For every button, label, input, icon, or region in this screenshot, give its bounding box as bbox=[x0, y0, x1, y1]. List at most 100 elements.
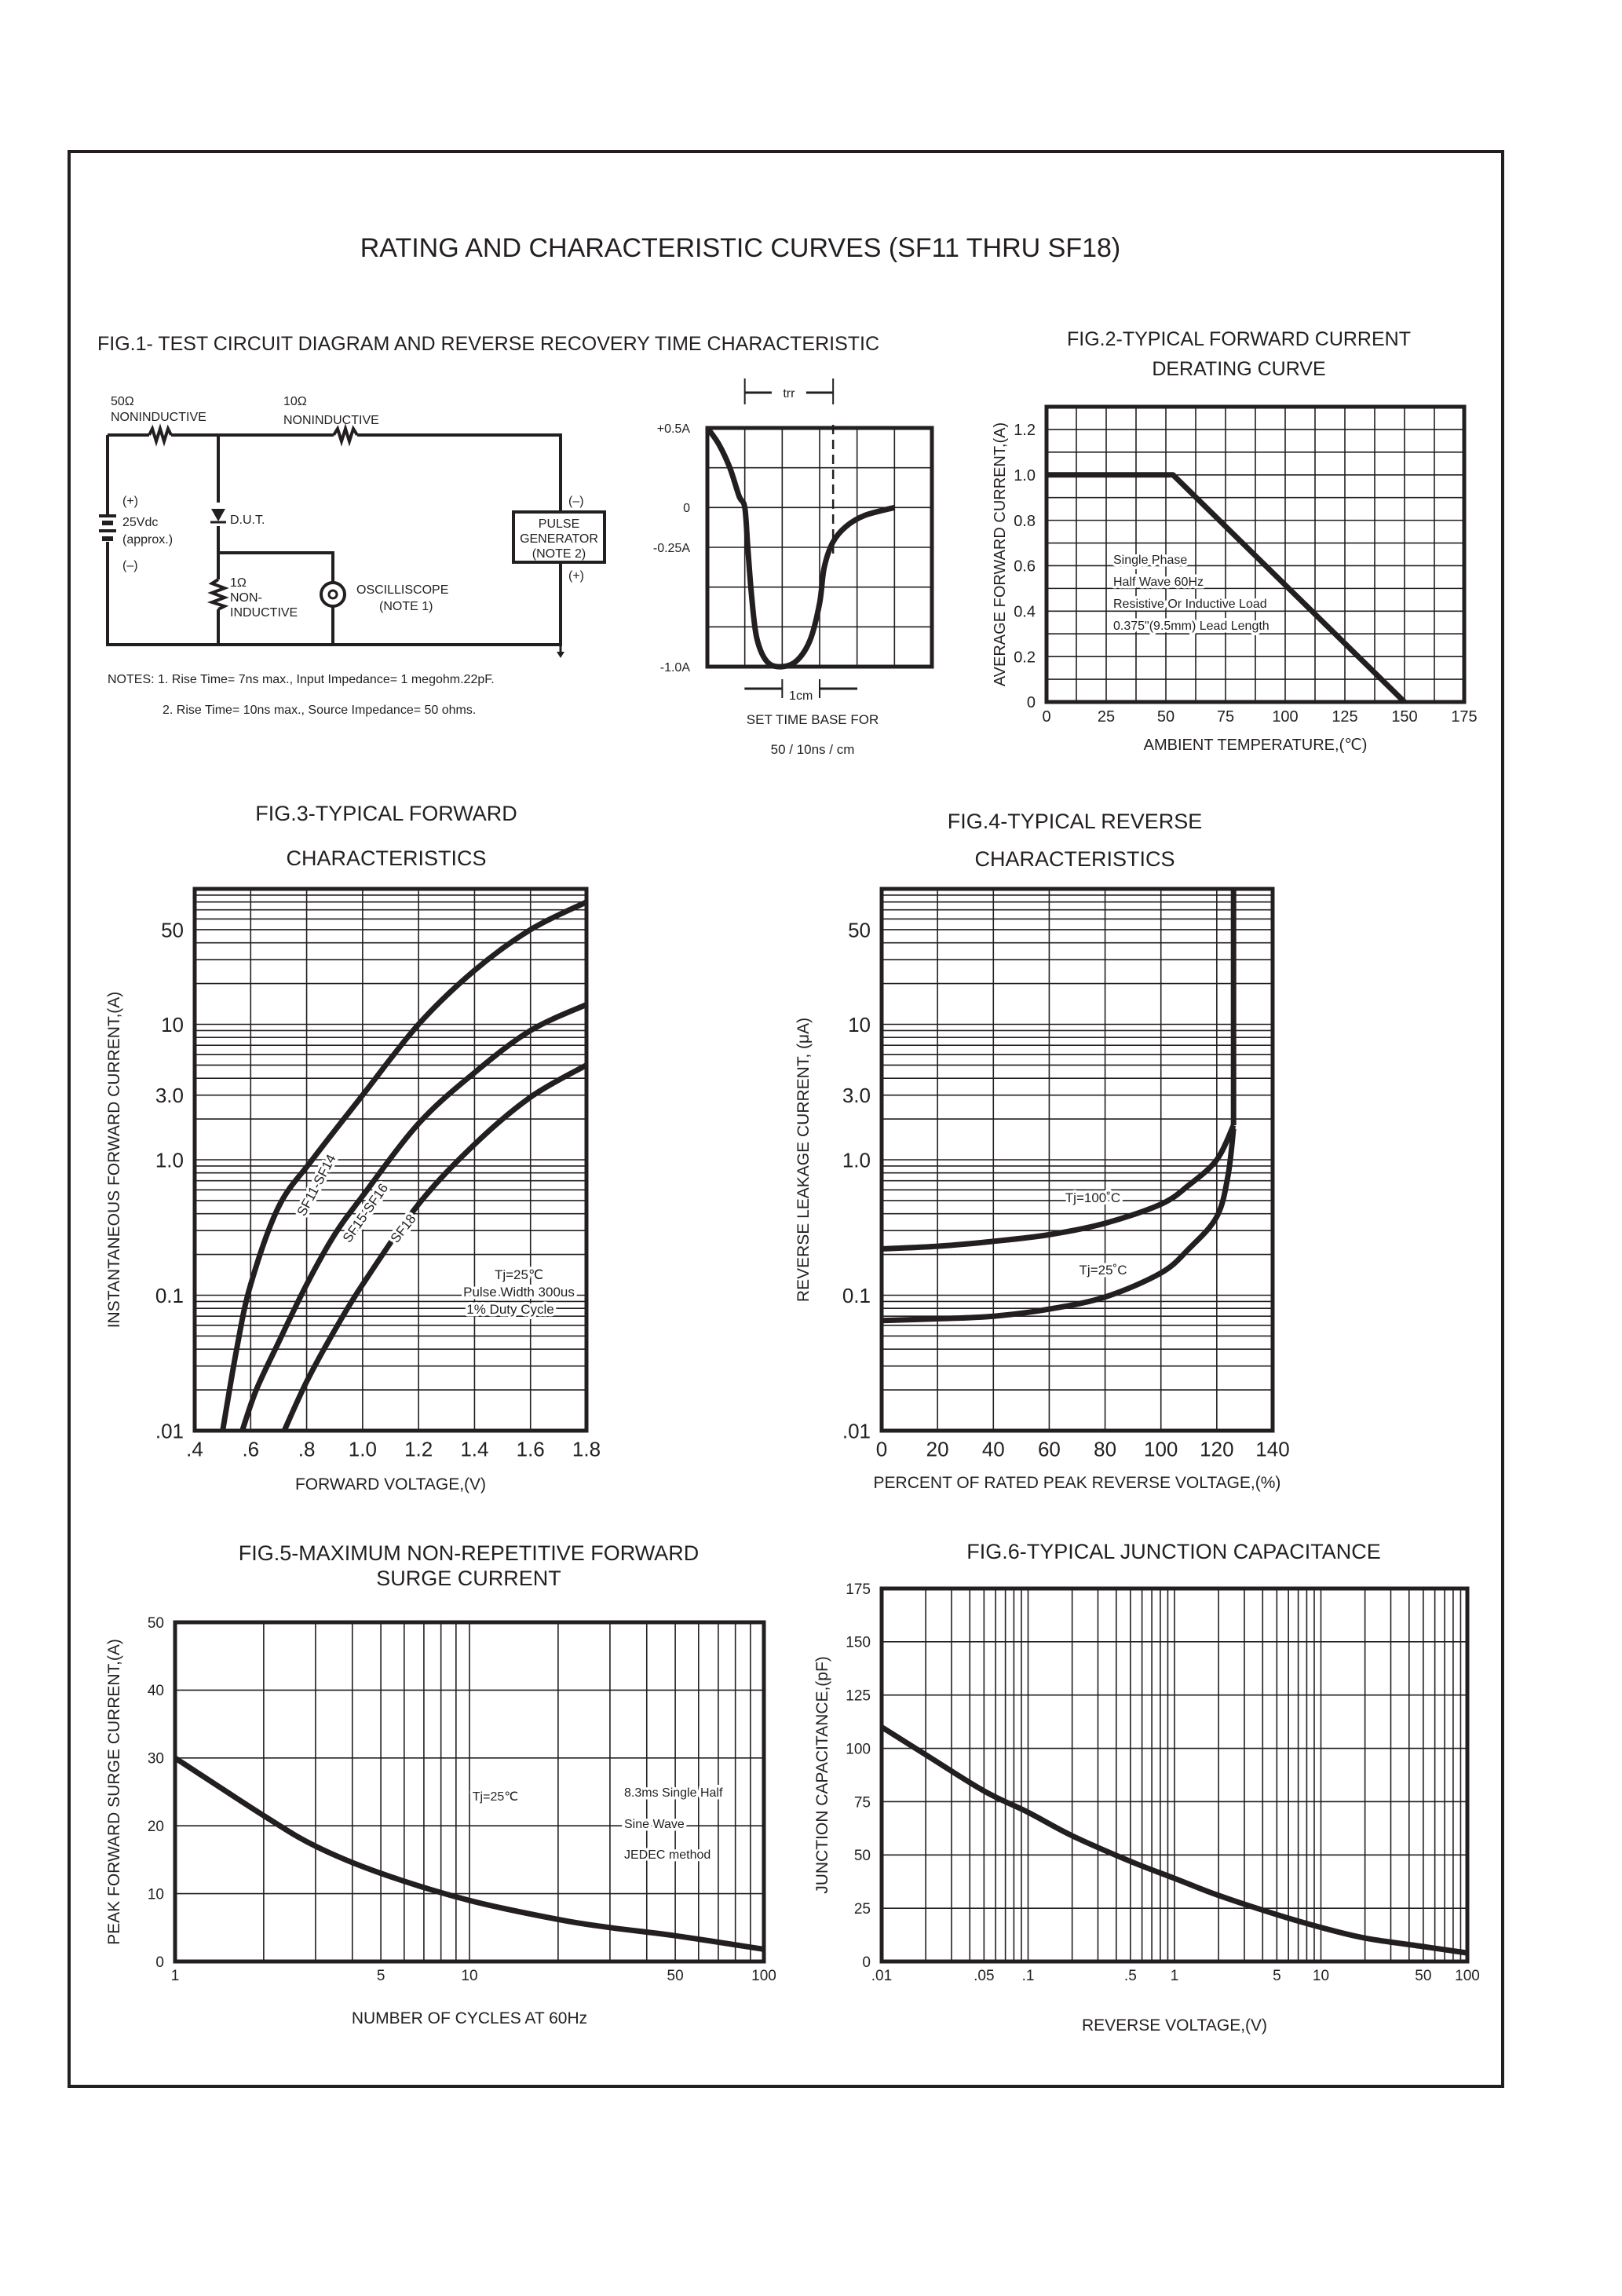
x-tick-label: 100 bbox=[1455, 1968, 1480, 1984]
y-axis-label: AVERAGE FORWARD CURRENT,(A) bbox=[992, 422, 1009, 686]
y-tick-label: 1.0 bbox=[1014, 467, 1036, 484]
y-tick-label: 1.2 bbox=[1014, 422, 1036, 439]
annotation: 1% Duty Cycle bbox=[466, 1302, 553, 1317]
ground-arrow-icon bbox=[557, 645, 564, 658]
x-tick-label: 100 bbox=[1272, 708, 1298, 726]
plot-frame bbox=[192, 887, 589, 1433]
grid bbox=[707, 428, 932, 667]
chart-title: FIG.3-TYPICAL FORWARD bbox=[255, 802, 517, 825]
battery-minus: (–) bbox=[122, 559, 138, 572]
x-tick-label: 1.4 bbox=[460, 1438, 488, 1461]
x-tick-label: 1 bbox=[1171, 1968, 1179, 1984]
x-tick-label: 1.0 bbox=[349, 1438, 377, 1461]
scope-note: (NOTE 1) bbox=[379, 600, 433, 613]
chart-2: 0 25 50 75 100 125 150 175 0 0.2 0.4 0.6 0.8 1.0 1.2 FI… bbox=[992, 328, 1478, 754]
chart-5: 1 5 10 50 100 0 10 20 30 40 50 FIG.5-MAXIMUM NON-RE… bbox=[105, 1541, 776, 2027]
annotation: Resistive Or Inductive Load bbox=[1113, 598, 1267, 611]
fig1-title: FIG.1- TEST CIRCUIT DIAGRAM AND REVERSE … bbox=[97, 333, 879, 355]
y-tick-label: 0 bbox=[862, 1954, 871, 1971]
oscilloscope-connector-icon bbox=[320, 581, 346, 608]
y-tick-label: 150 bbox=[846, 1635, 871, 1651]
y-axis-label: PEAK FORWARD SURGE CURRENT,(A) bbox=[105, 1639, 123, 1945]
x-tick-label: .6 bbox=[242, 1438, 259, 1461]
dut-label: D.U.T. bbox=[230, 514, 265, 527]
plot-frame bbox=[173, 1620, 766, 1964]
x-tick-label: .8 bbox=[298, 1438, 316, 1461]
charts: +0.5A 0 -0.25A -1.0A SET TIME BASE FOR 50 / 1… bbox=[105, 328, 1480, 2035]
test-circuit-diagram: 50Ω NONINDUCTIVE 10Ω NONINDUCTIVE (+) 25… bbox=[99, 395, 606, 717]
x-tick-label: .5 bbox=[1124, 1968, 1137, 1984]
y-tick-label: +0.5A bbox=[657, 422, 691, 436]
y-tick-label: .01 bbox=[155, 1419, 184, 1442]
x-tick-label: 1 bbox=[171, 1968, 180, 1984]
x-tick-label: 5 bbox=[1273, 1968, 1281, 1984]
y-tick-label: 0.2 bbox=[1014, 649, 1036, 666]
annotation: Pulse Width 300us bbox=[463, 1285, 575, 1300]
y-tick-label: 100 bbox=[846, 1741, 871, 1757]
resistor-1-ohm-icon bbox=[206, 578, 229, 611]
y-tick-label: 0 bbox=[1027, 694, 1036, 711]
x-axis-label: REVERSE VOLTAGE,(V) bbox=[1082, 2016, 1267, 2035]
annotation: Half Wave 60Hz bbox=[1113, 576, 1204, 589]
r10-value: 10Ω bbox=[283, 395, 307, 408]
chart-1: +0.5A 0 -0.25A -1.0A SET TIME BASE FOR 50 / 1… bbox=[653, 378, 934, 757]
x-tick-label: 1.8 bbox=[572, 1438, 601, 1461]
y-tick-label: -1.0A bbox=[660, 661, 691, 675]
x-tick-label: 150 bbox=[1391, 708, 1417, 726]
annotation: Single Phase bbox=[1113, 554, 1187, 567]
note-2: 2. Rise Time= 10ns max., Source Impedanc… bbox=[163, 704, 476, 717]
battery-voltage: 25Vdc bbox=[122, 516, 158, 529]
x-tick-label: 0 bbox=[1042, 708, 1050, 726]
x-axis-label: PERCENT OF RATED PEAK REVERSE VOLTAGE,(%… bbox=[874, 1474, 1281, 1492]
pulse-label-1: PULSE bbox=[539, 517, 579, 531]
page-title: RATING AND CHARACTERISTIC CURVES (SF11 T… bbox=[360, 233, 1121, 263]
y-tick-label: 3.0 bbox=[155, 1084, 184, 1107]
resistor-50-ohm-icon bbox=[148, 423, 173, 447]
circuit-labels: 50Ω NONINDUCTIVE 10Ω NONINDUCTIVE (+) 25… bbox=[111, 395, 598, 620]
x-tick-label: 50 bbox=[667, 1968, 684, 1984]
y-tick-label: 40 bbox=[148, 1683, 164, 1699]
chart-title: FIG.6-TYPICAL JUNCTION CAPACITANCE bbox=[966, 1540, 1381, 1563]
x-tick-label: 1.2 bbox=[404, 1438, 433, 1461]
x-tick-label: 50 bbox=[1415, 1968, 1431, 1984]
chart-title: FIG.4-TYPICAL REVERSE bbox=[948, 810, 1203, 833]
y-tick-label: 0.1 bbox=[842, 1284, 871, 1307]
plot-frame bbox=[879, 887, 1275, 1433]
battery-approx: (approx.) bbox=[122, 533, 173, 547]
x-tick-label: 5 bbox=[377, 1968, 385, 1984]
chart-title: DERATING CURVE bbox=[1152, 358, 1325, 380]
pulse-generator-box bbox=[512, 510, 606, 564]
chart-4: 0 20 40 60 80 100 120 140 .01 0.1 1.0 3.0 10 50 FIG.4-… bbox=[795, 810, 1290, 1492]
x-axis-label: AMBIENT TEMPERATURE,(℃) bbox=[1144, 737, 1368, 754]
battery-plus: (+) bbox=[122, 495, 138, 508]
x-tick-label: 100 bbox=[1144, 1438, 1178, 1461]
y-tick-label: 30 bbox=[148, 1751, 164, 1768]
x-tick-label: 120 bbox=[1200, 1438, 1233, 1461]
annotation: 0.375"(9.5mm) Lead Length bbox=[1113, 620, 1269, 633]
pulse-plus: (+) bbox=[568, 569, 584, 583]
series-line-1 bbox=[880, 1724, 1468, 1956]
page-border bbox=[68, 150, 1504, 2088]
y-tick-label: 20 bbox=[148, 1819, 164, 1835]
x-tick-label: 10 bbox=[461, 1968, 477, 1984]
x-tick-label: 0 bbox=[876, 1438, 887, 1461]
y-tick-label: 175 bbox=[846, 1581, 871, 1598]
chart-title: FIG.5-MAXIMUM NON-REPETITIVE FORWARD bbox=[239, 1541, 700, 1565]
x-tick-label: 175 bbox=[1451, 708, 1477, 726]
r1-value: 1Ω bbox=[230, 576, 247, 590]
annotation: Sine Wave bbox=[624, 1818, 685, 1831]
series-line-1 bbox=[174, 1755, 765, 1952]
y-tick-label: 50 bbox=[161, 918, 184, 941]
grid bbox=[195, 889, 586, 1431]
annotation: Tj=25℃ bbox=[473, 1790, 518, 1804]
y-tick-label: 0 bbox=[155, 1954, 164, 1971]
chart-title: CHARACTERISTICS bbox=[286, 846, 486, 870]
trr-label: trr bbox=[783, 387, 795, 400]
y-tick-label: 3.0 bbox=[842, 1084, 871, 1107]
pulse-minus: (–) bbox=[568, 495, 584, 508]
series-line-1 bbox=[220, 899, 588, 1431]
y-tick-label: 1.0 bbox=[842, 1148, 871, 1172]
series-label: SF18 bbox=[388, 1212, 419, 1246]
x-tick-label: 1.6 bbox=[517, 1438, 545, 1461]
y-tick-label: 0.1 bbox=[155, 1284, 184, 1307]
